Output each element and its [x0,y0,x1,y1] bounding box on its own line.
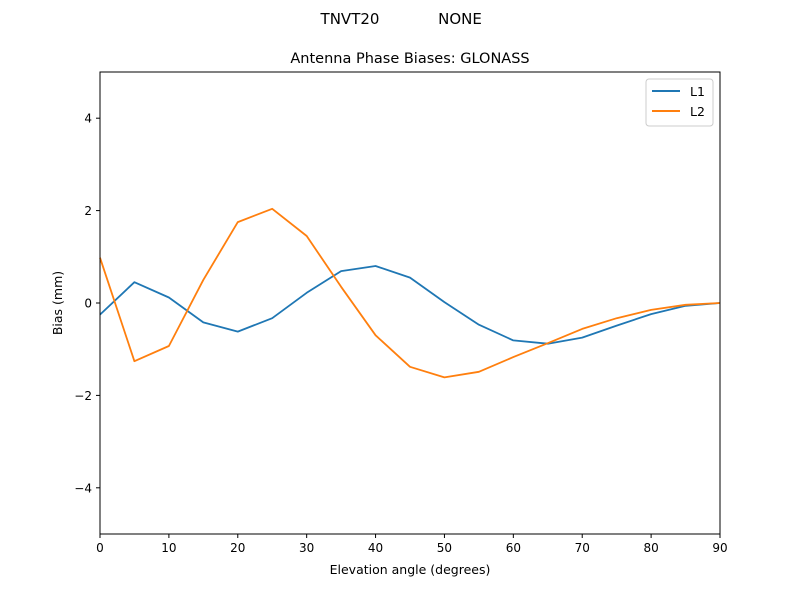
x-tick-label: 20 [230,541,245,555]
series-line-l1 [99,265,721,345]
suptitle-radome: NONE [438,10,482,28]
y-axis-ticks: −4 −2 0 2 4 [74,112,100,495]
y-tick-label: 2 [84,204,92,218]
y-tick-label: −4 [74,481,92,495]
x-tick-label: 0 [96,541,104,555]
legend-label-l1: L1 [690,84,705,99]
y-tick-label: −2 [74,389,92,403]
legend: L1 L2 [645,78,714,127]
x-tick-label: 50 [437,541,452,555]
y-tick-label: 4 [84,112,92,126]
x-axis-label: Elevation angle (degrees) [330,562,491,577]
legend-label-l2: L2 [690,104,705,119]
suptitle-station: TNVT20 [320,10,380,28]
plot-lines [99,207,721,379]
y-axis-label: Bias (mm) [50,271,65,335]
x-tick-label: 40 [368,541,383,555]
y-tick-label: 0 [84,297,92,311]
chart-title: Antenna Phase Biases: GLONASS [290,51,529,67]
x-tick-label: 10 [161,541,176,555]
x-axis-ticks: 0 10 20 30 40 50 60 70 80 90 [96,534,728,555]
x-tick-label: 90 [712,541,727,555]
x-tick-label: 30 [299,541,314,555]
x-tick-label: 70 [575,541,590,555]
axes-frame [99,71,721,535]
series-line-l2 [99,207,721,379]
x-tick-label: 60 [506,541,521,555]
x-tick-label: 80 [643,541,658,555]
